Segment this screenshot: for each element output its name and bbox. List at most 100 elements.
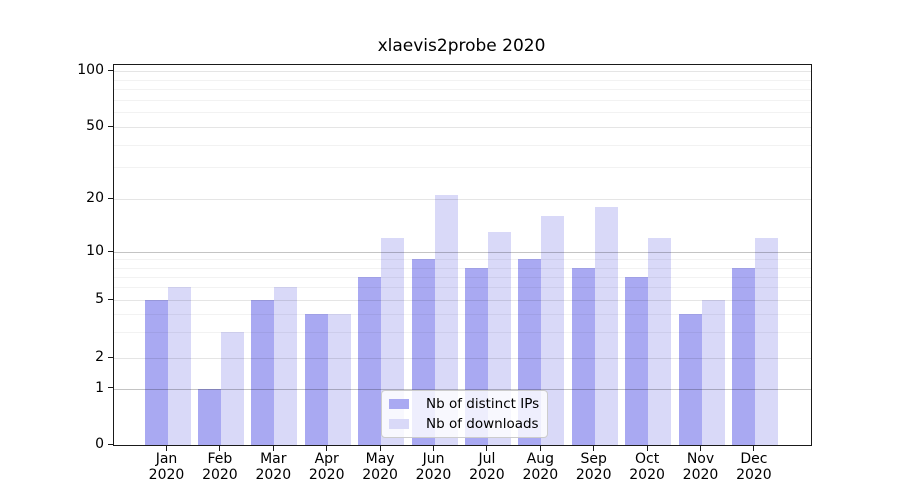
x-axis-tick-label-feb: Feb 2020 <box>188 451 252 483</box>
x-axis-tick-mark <box>326 446 328 451</box>
month-label: Nov <box>686 451 715 467</box>
bar-feb-downloads <box>220 332 244 445</box>
x-axis-tick-mark <box>539 446 541 451</box>
y-axis-tick-label: 20 <box>86 190 104 206</box>
year-label: 2020 <box>415 467 452 483</box>
year-label: 2020 <box>469 467 505 483</box>
gridline-minor <box>114 167 811 169</box>
bar-dec-downloads <box>754 238 778 445</box>
legend-item-distinct-ips: Nb of distinct IPs <box>389 396 547 412</box>
gridline-minor <box>114 79 811 81</box>
gridline-minor <box>114 112 811 114</box>
x-axis-tick-label-jul: Jul 2020 <box>455 451 519 483</box>
gridline-minor <box>114 259 811 261</box>
bar-nov-distinct-ips <box>678 314 702 445</box>
gridline-minor <box>114 89 811 90</box>
year-label: 2020 <box>629 467 665 483</box>
legend-label-distinct-ips: Nb of distinct IPs <box>426 396 540 412</box>
x-axis-tick-mark <box>753 446 755 451</box>
year-label: 2020 <box>255 467 292 483</box>
bar-apr-distinct-ips <box>304 314 328 445</box>
x-axis-tick-mark <box>379 446 381 451</box>
y-axis-tick-mark <box>108 356 113 358</box>
bar-jan-downloads <box>167 287 191 445</box>
month-label: Dec <box>740 451 768 467</box>
year-label: 2020 <box>362 467 398 483</box>
year-label: 2020 <box>736 467 772 483</box>
gridline-minor <box>114 144 811 146</box>
gridline-minor <box>114 332 811 334</box>
bar-dec-distinct-ips <box>731 267 755 445</box>
y-axis-tick-mark <box>108 298 113 300</box>
x-axis-tick-label-aug: Aug 2020 <box>508 451 572 483</box>
bar-jun-downloads <box>434 195 458 445</box>
month-label: Jan <box>155 451 178 467</box>
x-axis-tick-mark <box>166 446 167 451</box>
x-axis-tick-label-oct: Oct 2020 <box>615 451 679 483</box>
gridline-minor <box>114 99 811 101</box>
year-label: 2020 <box>575 467 612 483</box>
x-axis-tick-mark <box>272 446 274 451</box>
y-axis-tick-label: 50 <box>86 118 104 134</box>
x-axis-tick-label-jun: Jun 2020 <box>402 451 466 483</box>
month-label: Oct <box>634 451 660 467</box>
gridline-100 <box>114 71 811 72</box>
month-label: Apr <box>314 451 339 467</box>
year-label: 2020 <box>202 467 238 483</box>
bar-nov-downloads <box>701 300 725 445</box>
x-axis-tick-mark <box>219 446 221 451</box>
gridline-minor <box>114 314 811 316</box>
gridlines-layer <box>114 65 811 445</box>
y-axis-tick-mark <box>108 443 113 445</box>
y-axis-tick-mark <box>108 197 113 199</box>
bar-mar-downloads <box>274 287 298 445</box>
y-axis-tick-label: 5 <box>95 291 104 307</box>
x-axis-tick-mark <box>486 446 488 451</box>
x-axis-tick-label-mar: Mar 2020 <box>241 451 305 483</box>
x-axis-tick-label-apr: Apr 2020 <box>295 451 359 483</box>
month-label: May <box>365 451 395 467</box>
y-axis-tick-mark <box>108 250 113 252</box>
gridline-minor <box>114 287 811 289</box>
y-axis-tick-label: 0 <box>95 436 104 452</box>
gridline-50 <box>114 127 811 128</box>
x-axis-tick-mark <box>700 446 701 451</box>
bar-feb-distinct-ips <box>197 388 221 445</box>
month-label: Aug <box>526 451 554 467</box>
gridline-10 <box>114 252 811 253</box>
x-axis-tick-label-jan: Jan 2020 <box>135 451 199 483</box>
year-label: 2020 <box>308 467 345 483</box>
bar-oct-downloads <box>648 238 672 445</box>
x-axis-tick-mark <box>646 446 648 451</box>
year-label: 2020 <box>682 467 719 483</box>
bar-jan-distinct-ips <box>144 300 168 445</box>
y-axis-tick-label: 10 <box>86 243 104 259</box>
y-axis-tick-label: 1 <box>95 379 104 396</box>
bar-aug-downloads <box>541 216 565 445</box>
year-label: 2020 <box>148 467 185 483</box>
month-label: Jul <box>478 451 496 467</box>
bar-mar-distinct-ips <box>251 300 275 445</box>
x-axis-tick-mark <box>593 446 595 451</box>
x-axis-tick-label-may: May 2020 <box>348 451 412 483</box>
legend-item-downloads: Nb of downloads <box>389 416 547 432</box>
year-label: 2020 <box>522 467 559 483</box>
bar-oct-distinct-ips <box>625 276 649 445</box>
y-axis-tick-mark <box>108 125 113 127</box>
y-axis-tick-mark <box>108 387 113 388</box>
gridline-5 <box>114 300 811 301</box>
y-axis-tick-label: 2 <box>95 349 104 365</box>
gridline-20 <box>114 199 811 200</box>
chart-title: xlaevis2probe 2020 <box>377 36 546 56</box>
y-axis-tick-mark <box>108 69 113 71</box>
bar-sep-downloads <box>594 207 618 445</box>
month-label: Mar <box>260 451 287 467</box>
x-axis-tick-label-sep: Sep 2020 <box>562 451 626 483</box>
legend-swatch-distinct-ips <box>389 399 409 409</box>
gridline-1 <box>114 388 811 390</box>
x-axis-tick-mark <box>433 446 434 451</box>
gridline-minor <box>114 267 811 269</box>
gridline-minor <box>114 276 811 278</box>
bar-apr-downloads <box>327 314 351 445</box>
